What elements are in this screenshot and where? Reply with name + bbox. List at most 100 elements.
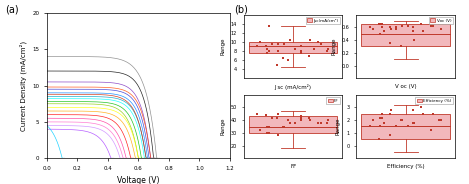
Point xyxy=(256,129,264,132)
X-axis label: J sc (mA/cm²): J sc (mA/cm²) xyxy=(275,84,311,90)
Point xyxy=(380,121,388,124)
Y-axis label: Range: Range xyxy=(220,118,225,135)
Point xyxy=(376,125,384,128)
Point xyxy=(393,125,400,128)
Legend: Voc (V): Voc (V) xyxy=(429,17,453,24)
Point xyxy=(317,121,324,124)
Point xyxy=(419,112,427,115)
Point xyxy=(378,116,386,119)
Point xyxy=(436,23,443,26)
Point xyxy=(264,47,271,50)
Point xyxy=(387,27,395,30)
Point xyxy=(264,52,271,55)
Point xyxy=(307,38,314,41)
Point xyxy=(298,52,305,55)
Point xyxy=(307,119,314,122)
Point xyxy=(427,129,434,132)
Point xyxy=(417,23,425,26)
Point xyxy=(386,26,394,29)
Point xyxy=(305,54,312,57)
Point xyxy=(268,116,275,119)
Y-axis label: Range: Range xyxy=(331,38,336,55)
Point xyxy=(284,119,292,122)
Point xyxy=(429,112,437,115)
Point xyxy=(280,125,287,128)
Point xyxy=(274,49,281,52)
Point xyxy=(275,134,282,137)
Point xyxy=(265,131,273,134)
Text: (a): (a) xyxy=(5,5,18,15)
Point xyxy=(397,119,404,122)
Point xyxy=(386,112,394,115)
Point xyxy=(311,47,318,50)
Point xyxy=(274,112,281,115)
Point xyxy=(275,43,282,46)
Point xyxy=(366,26,373,29)
Y-axis label: Current Density (mA/cm²): Current Density (mA/cm²) xyxy=(19,40,27,131)
Bar xyxy=(249,42,337,53)
Point xyxy=(262,114,270,116)
Point xyxy=(436,119,443,122)
Point xyxy=(409,121,417,124)
Point xyxy=(392,27,400,30)
Point xyxy=(437,119,445,122)
Point xyxy=(429,25,437,28)
Y-axis label: Range: Range xyxy=(336,118,341,135)
Y-axis label: Range: Range xyxy=(220,38,225,55)
Point xyxy=(280,56,287,59)
Point xyxy=(376,116,384,119)
Point xyxy=(409,109,417,112)
Point xyxy=(380,29,388,32)
Text: (b): (b) xyxy=(234,5,249,15)
Point xyxy=(325,47,332,50)
Point xyxy=(314,40,322,43)
Point xyxy=(291,121,299,124)
Point xyxy=(409,29,417,32)
Point xyxy=(256,40,264,43)
Point xyxy=(392,125,400,128)
Point xyxy=(314,121,322,124)
Point xyxy=(265,49,273,52)
X-axis label: FF: FF xyxy=(290,164,296,169)
Point xyxy=(409,26,417,29)
Point xyxy=(253,112,261,115)
Point xyxy=(323,121,331,124)
Point xyxy=(291,47,299,50)
Point xyxy=(264,125,271,128)
Point xyxy=(325,119,332,122)
Point xyxy=(286,38,294,41)
Point xyxy=(274,116,281,119)
Bar xyxy=(361,114,450,139)
Legend: Efficiency (%): Efficiency (%) xyxy=(415,97,453,104)
Point xyxy=(378,26,386,29)
Point xyxy=(366,125,373,128)
Point xyxy=(317,43,324,46)
Point xyxy=(437,27,445,30)
Point xyxy=(404,25,411,28)
Point xyxy=(397,45,404,48)
Point xyxy=(378,112,386,115)
Point xyxy=(265,25,273,28)
Point xyxy=(369,27,376,30)
Point xyxy=(387,109,395,112)
Point xyxy=(297,116,304,119)
Point xyxy=(378,23,386,26)
Point xyxy=(297,49,304,52)
Point xyxy=(268,43,275,46)
Point xyxy=(375,23,382,26)
Point xyxy=(280,43,287,46)
Point xyxy=(286,121,294,124)
Point xyxy=(284,59,292,61)
Point xyxy=(305,116,312,119)
Point xyxy=(298,115,305,118)
Point xyxy=(262,45,270,48)
Point xyxy=(386,134,394,137)
Point xyxy=(375,138,382,141)
Point xyxy=(297,119,304,122)
Bar xyxy=(361,24,450,46)
Point xyxy=(419,29,427,32)
Point xyxy=(393,26,400,29)
Point xyxy=(427,25,434,28)
Legend: Jsc(mA/cm²): Jsc(mA/cm²) xyxy=(306,17,340,24)
Point xyxy=(410,121,418,124)
